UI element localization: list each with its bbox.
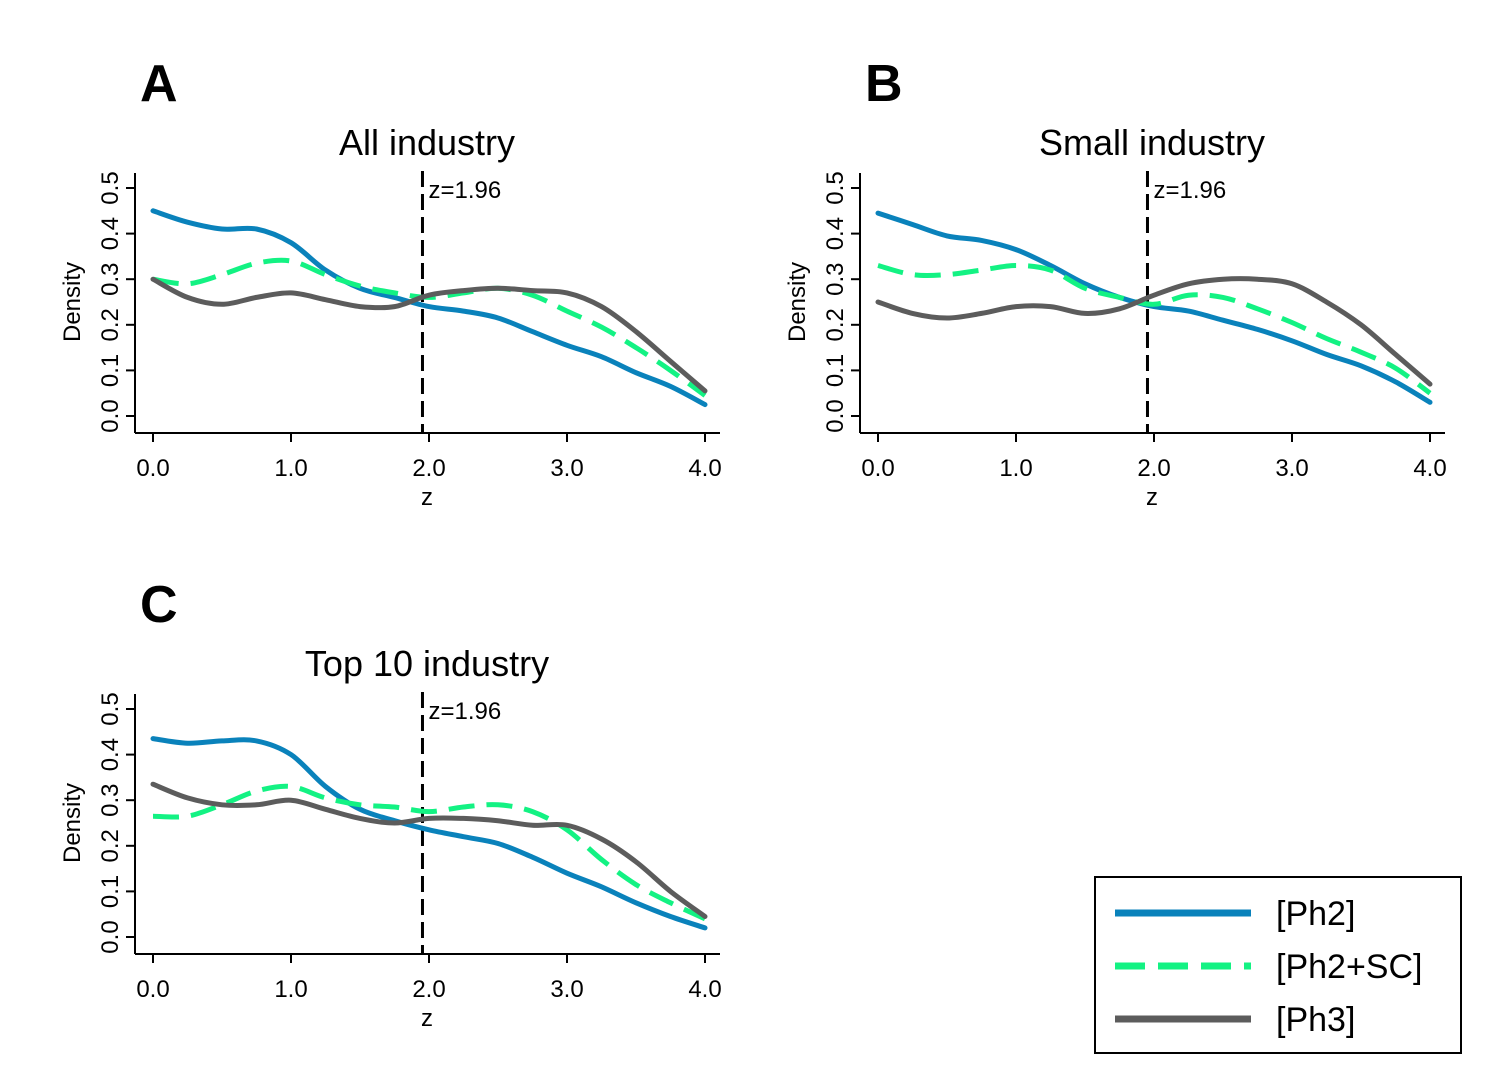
reference-line-label: z=1.96 xyxy=(1153,177,1226,204)
x-tick-label: 2.0 xyxy=(412,976,445,1003)
panel-letter: B xyxy=(865,55,903,113)
chart-title: Top 10 industry xyxy=(305,643,549,684)
x-tick-label: 3.0 xyxy=(550,455,583,482)
chart-title: All industry xyxy=(339,122,515,163)
x-axis-label: z xyxy=(421,484,433,511)
x-tick-label: 4.0 xyxy=(1413,455,1446,482)
legend-label-ph2: [Ph2] xyxy=(1276,895,1355,933)
legend-box xyxy=(1094,876,1462,1054)
series-line-ph2sc xyxy=(152,783,707,922)
x-tick-label: 1.0 xyxy=(999,455,1032,482)
series-line-ph2sc xyxy=(152,257,707,398)
x-tick-label: 1.0 xyxy=(274,455,307,482)
series-line-ph3 xyxy=(150,276,708,394)
x-tick-label: 1.0 xyxy=(274,976,307,1003)
series-line-ph2 xyxy=(150,208,708,408)
x-tick-label: 0.0 xyxy=(136,455,169,482)
y-tick-label: 0.5 xyxy=(822,171,849,204)
panel-a: A All industry 0.0 1.0 2.0 3.0 4.0 0.0 0.1 0.2 0.3… xyxy=(59,55,722,511)
y-tick-label: 0.1 xyxy=(822,354,849,387)
series-line-ph2sc xyxy=(877,263,1432,396)
y-tick-label: 0.3 xyxy=(97,784,124,817)
x-tick-label: 3.0 xyxy=(1275,455,1308,482)
y-tick-label: 0.0 xyxy=(97,920,124,953)
legend: [Ph2] [Ph2+SC] [Ph3] xyxy=(1094,876,1462,1054)
y-tick-label: 0.2 xyxy=(97,308,124,341)
reference-line-label: z=1.96 xyxy=(428,698,501,725)
y-tick-label: 0.2 xyxy=(822,308,849,341)
legend-label-ph2sc: [Ph2+SC] xyxy=(1276,948,1422,986)
y-tick-label: 0.4 xyxy=(822,217,849,250)
y-tick-label: 0.2 xyxy=(97,829,124,862)
x-axis-label: z xyxy=(421,1005,433,1032)
x-tick-label: 2.0 xyxy=(1137,455,1170,482)
x-tick-label: 4.0 xyxy=(688,976,721,1003)
series-line-ph2 xyxy=(875,210,1433,405)
x-tick-label: 2.0 xyxy=(412,455,445,482)
y-tick-label: 0.3 xyxy=(97,263,124,296)
panel-letter: C xyxy=(140,576,178,634)
x-tick-label: 4.0 xyxy=(688,455,721,482)
y-tick-label: 0.5 xyxy=(97,692,124,725)
y-tick-label: 0.5 xyxy=(97,171,124,204)
y-tick-label: 0.4 xyxy=(97,738,124,771)
x-tick-label: 0.0 xyxy=(861,455,894,482)
x-tick-label: 3.0 xyxy=(550,976,583,1003)
series-line-ph2 xyxy=(150,736,708,931)
legend-label-ph3: [Ph3] xyxy=(1276,1001,1355,1039)
y-axis-label: Density xyxy=(59,262,86,342)
y-tick-label: 0.3 xyxy=(822,263,849,296)
y-tick-label: 0.1 xyxy=(97,875,124,908)
panel-c: C Top 10 industry 0.0 1.0 2.0 3.0 4.0 0.0 0.1 0.2… xyxy=(59,576,722,1032)
panel-b: B Small industry 0.0 1.0 2.0 3.0 4.0 0.0 0.1 0.2 0… xyxy=(784,55,1447,511)
y-axis-label: Density xyxy=(59,783,86,863)
y-tick-label: 0.1 xyxy=(97,354,124,387)
panels-layer: A All industry 0.0 1.0 2.0 3.0 4.0 0.0 0.1 0.2 0.3… xyxy=(59,55,1447,1032)
y-tick-label: 0.0 xyxy=(822,399,849,432)
x-tick-label: 0.0 xyxy=(136,976,169,1003)
series-line-ph3 xyxy=(150,781,708,919)
chart-title: Small industry xyxy=(1039,122,1265,163)
panel-letter: A xyxy=(140,55,178,113)
y-tick-label: 0.0 xyxy=(97,399,124,432)
reference-line-label: z=1.96 xyxy=(428,177,501,204)
y-tick-label: 0.4 xyxy=(97,217,124,250)
series-line-ph3 xyxy=(875,276,1433,387)
y-axis-label: Density xyxy=(784,262,811,342)
x-axis-label: z xyxy=(1146,484,1158,511)
